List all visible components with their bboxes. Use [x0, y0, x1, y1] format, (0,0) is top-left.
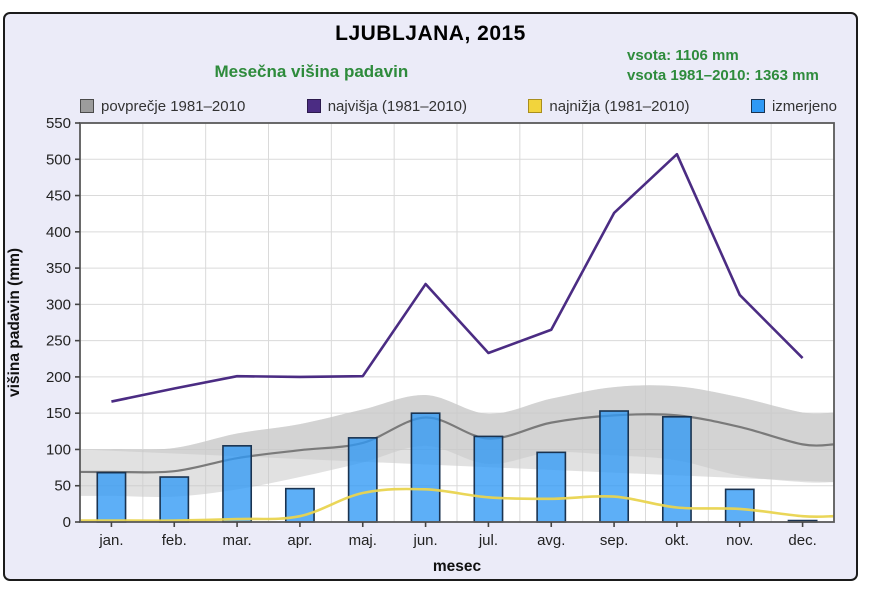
- y-tick-label: 450: [46, 188, 71, 205]
- y-axis-label: višina padavin (mm): [6, 248, 23, 397]
- legend-label: najnižja (1981–2010): [549, 97, 690, 115]
- y-tick-label: 150: [46, 405, 71, 422]
- y-tick-label: 50: [54, 478, 71, 495]
- legend-label: najvišja (1981–2010): [327, 97, 467, 115]
- x-tick-label: nov.: [726, 532, 753, 549]
- x-tick-label: maj.: [349, 532, 377, 549]
- legend-item-average: povprečje 1981–2010: [80, 98, 245, 115]
- precipitation-plot: 0 50 100 150 200 250 300 350 400 450 500 550 jan. feb…: [6, 115, 835, 575]
- legend-label: povprečje 1981–2010: [101, 97, 246, 115]
- measured-bar-feb.: [159, 476, 190, 523]
- legend-item-measured: izmerjeno: [750, 97, 837, 115]
- measured-bar-mar.: [222, 445, 253, 523]
- x-tick-label: jul.: [478, 532, 498, 549]
- x-tick-label: avg.: [537, 532, 565, 549]
- measured-bar-jun.: [410, 412, 441, 523]
- measured-bar-nov.: [724, 488, 755, 523]
- y-tick-label: 400: [46, 224, 71, 241]
- y-tick-label: 500: [46, 151, 71, 168]
- legend-item-maximum: najvišja (1981–2010): [306, 97, 467, 115]
- measured-bar-jul.: [473, 435, 504, 523]
- measured-swatch-icon: [750, 99, 765, 113]
- y-tick-label: 350: [46, 260, 71, 277]
- plot-frame: [79, 122, 835, 523]
- y-tick-label: 300: [46, 296, 71, 313]
- average-line: [80, 413, 834, 474]
- x-tick-label: jun.: [412, 532, 437, 549]
- minimum-line: [80, 487, 834, 522]
- legend-item-minimum: najnižja (1981–2010): [528, 97, 690, 115]
- average-swatch-icon: [80, 99, 94, 113]
- measured-bar-jan.: [96, 471, 127, 523]
- x-tick-label: dec.: [788, 532, 816, 549]
- chart-subtitle: Mesečna višina padavin: [214, 62, 409, 81]
- x-axis-label: mesec: [433, 558, 482, 575]
- x-tick-label: feb.: [162, 532, 187, 549]
- measured-bar-maj.: [347, 437, 378, 523]
- chart-legend: povprečje 1981–2010 najvišja (1981–2010)…: [80, 96, 837, 116]
- x-tick-label: apr.: [287, 532, 312, 549]
- sum-normal: vsota 1981–2010: 1363 mm: [627, 67, 819, 84]
- chart-title: LJUBLJANA, 2015: [335, 22, 526, 45]
- sum-measured: vsota: 1106 mm: [627, 47, 739, 64]
- measured-bar-avg.: [536, 451, 567, 523]
- x-tick-label: sep.: [600, 532, 628, 549]
- y-tick-label: 0: [63, 514, 71, 531]
- annual-sums: vsota: 1106 mm vsota 1981–2010: 1363 mm: [627, 46, 852, 86]
- maximum-line: [111, 152, 804, 403]
- y-tick-label: 100: [46, 441, 71, 458]
- measured-bar-sep.: [599, 410, 630, 523]
- maximum-swatch-icon: [306, 99, 321, 113]
- y-tick-label: 550: [46, 115, 71, 132]
- x-tick-label: okt.: [665, 532, 689, 549]
- y-tick-label: 250: [46, 333, 71, 350]
- legend-label: izmerjeno: [771, 97, 837, 115]
- x-tick-label: jan.: [98, 532, 123, 549]
- precipitation-chart-card: LJUBLJANA, 2015 Mesečna višina padavin v…: [3, 12, 858, 581]
- minimum-swatch-icon: [528, 99, 543, 113]
- x-tick-label: mar.: [222, 532, 251, 549]
- y-tick-label: 200: [46, 369, 71, 386]
